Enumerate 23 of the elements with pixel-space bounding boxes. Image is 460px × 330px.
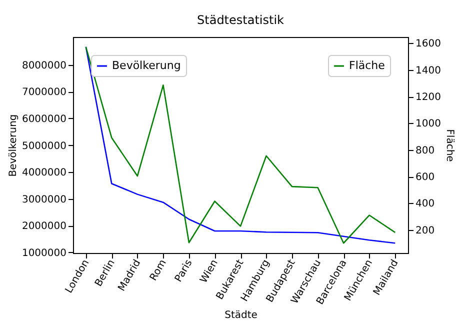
legend-label: Fläche (349, 59, 386, 72)
y-tick-label: 4000000 (22, 168, 66, 179)
y2-tick-label: 1400 (416, 65, 441, 76)
y-tick-label: 5000000 (22, 140, 66, 152)
y-tick-label: 8000000 (22, 60, 66, 72)
x-axis-title: Städte (224, 310, 258, 322)
y-axis-title: Bevölkerung (8, 114, 19, 177)
y2-tick-label: 400 (416, 198, 435, 210)
y-tick-label: 2000000 (22, 221, 66, 232)
y-tick-label: 3000000 (22, 194, 66, 206)
chart-title: Städtestatistik (197, 13, 284, 27)
y2-axis-title: Fläche (444, 129, 455, 162)
y-tick-label: 7000000 (22, 87, 66, 98)
y2-tick-label: 800 (416, 145, 435, 156)
y2-tick-label: 200 (416, 225, 435, 236)
y2-tick-label: 1200 (416, 92, 441, 104)
y2-tick-label: 1600 (416, 38, 441, 50)
y-tick-label: 6000000 (22, 114, 66, 125)
y-tick-label: 1000000 (22, 248, 66, 259)
line-series (85, 46, 396, 244)
y2-tick-label: 1000 (416, 118, 441, 130)
legend-label: Bevölkerung (112, 59, 181, 72)
y2-tick-label: 600 (416, 172, 435, 184)
